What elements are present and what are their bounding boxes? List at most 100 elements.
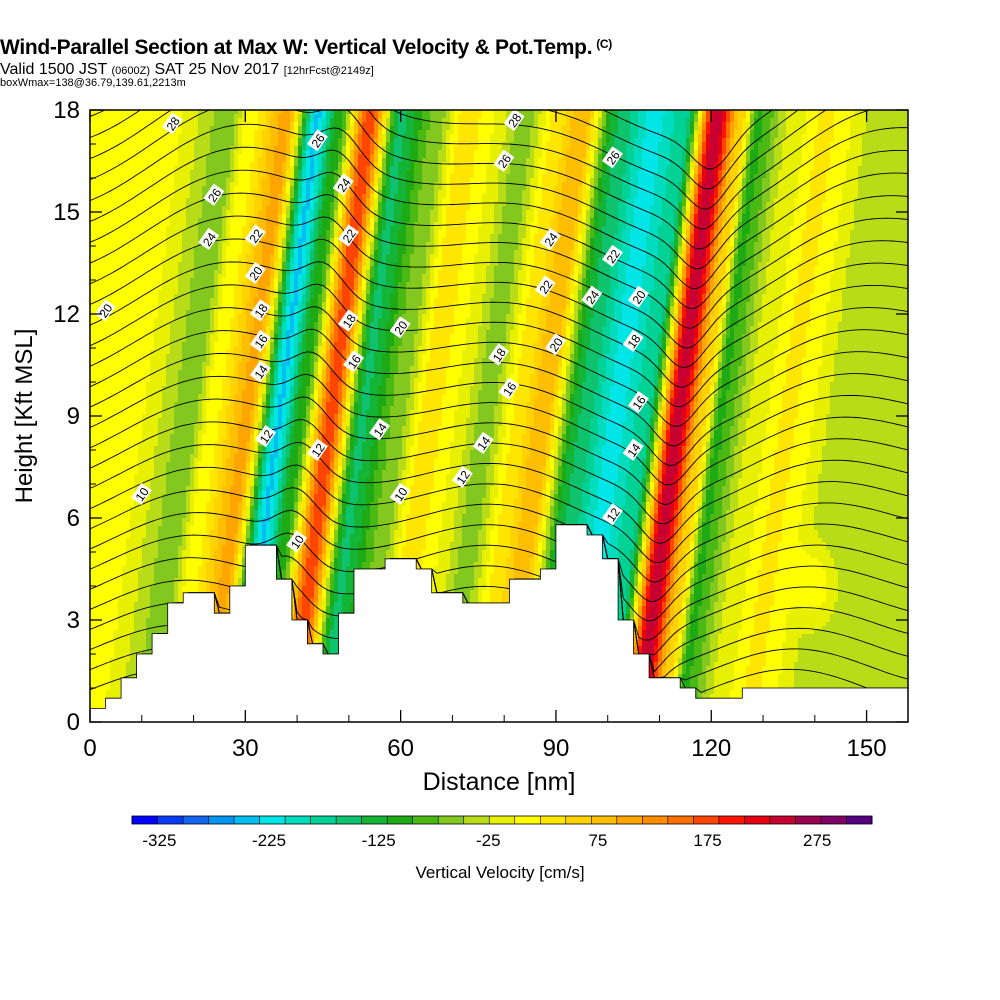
velocity-cell	[894, 122, 899, 127]
velocity-cell	[402, 118, 407, 123]
velocity-cell	[178, 194, 183, 199]
velocity-cell	[358, 130, 363, 135]
velocity-cell	[670, 134, 675, 139]
velocity-cell	[398, 146, 403, 151]
velocity-cell	[622, 170, 627, 175]
velocity-cell	[106, 142, 111, 147]
velocity-cell	[806, 170, 811, 175]
velocity-cell	[526, 154, 531, 159]
velocity-cell	[582, 174, 587, 179]
velocity-cell	[894, 134, 899, 139]
velocity-cell	[682, 142, 687, 147]
velocity-cell	[190, 198, 195, 203]
velocity-cell	[158, 206, 163, 211]
velocity-cell	[614, 170, 619, 175]
velocity-cell	[518, 194, 523, 199]
velocity-cell	[398, 126, 403, 131]
velocity-cell	[462, 122, 467, 127]
velocity-cell	[770, 138, 775, 143]
velocity-cell	[138, 114, 143, 119]
velocity-cell	[682, 186, 687, 191]
velocity-cell	[842, 174, 847, 179]
velocity-cell	[242, 158, 247, 163]
velocity-cell	[386, 190, 391, 195]
velocity-cell	[262, 142, 267, 147]
velocity-cell	[482, 150, 487, 155]
velocity-cell	[126, 154, 131, 159]
velocity-cell	[150, 114, 155, 119]
velocity-cell	[578, 122, 583, 127]
velocity-cell	[298, 122, 303, 127]
velocity-cell	[302, 166, 307, 171]
velocity-cell	[838, 146, 843, 151]
velocity-cell	[130, 118, 135, 123]
velocity-cell	[574, 154, 579, 159]
velocity-cell	[318, 190, 323, 195]
velocity-cell	[154, 114, 159, 119]
velocity-cell	[346, 126, 351, 131]
velocity-cell	[278, 166, 283, 171]
velocity-cell	[866, 190, 871, 195]
velocity-cell	[278, 202, 283, 207]
velocity-cell	[742, 162, 747, 167]
velocity-cell	[610, 202, 615, 207]
velocity-cell	[158, 122, 163, 127]
velocity-cell	[586, 178, 591, 183]
velocity-cell	[390, 122, 395, 127]
velocity-cell	[690, 142, 695, 147]
velocity-cell	[238, 114, 243, 119]
velocity-cell	[802, 134, 807, 139]
velocity-cell	[902, 142, 907, 147]
velocity-cell	[462, 130, 467, 135]
velocity-cell	[226, 166, 231, 171]
velocity-cell	[486, 150, 491, 155]
velocity-cell	[558, 182, 563, 187]
velocity-cell	[334, 114, 339, 119]
velocity-cell	[890, 182, 895, 187]
velocity-cell	[94, 122, 99, 127]
velocity-cell	[594, 130, 599, 135]
velocity-cell	[410, 150, 415, 155]
velocity-cell	[170, 202, 175, 207]
velocity-cell	[134, 162, 139, 167]
velocity-cell	[118, 174, 123, 179]
velocity-cell	[702, 158, 707, 163]
velocity-cell	[190, 194, 195, 199]
velocity-cell	[654, 114, 659, 119]
velocity-cell	[674, 166, 679, 171]
velocity-cell	[194, 118, 199, 123]
velocity-cell	[438, 114, 443, 119]
velocity-cell	[562, 162, 567, 167]
velocity-cell	[114, 154, 119, 159]
velocity-cell	[550, 198, 555, 203]
velocity-cell	[726, 130, 731, 135]
velocity-cell	[110, 138, 115, 143]
velocity-cell	[874, 186, 879, 191]
velocity-cell	[462, 174, 467, 179]
velocity-cell	[722, 182, 727, 187]
velocity-cell	[658, 158, 663, 163]
velocity-cell	[550, 122, 555, 127]
velocity-cell	[586, 134, 591, 139]
velocity-cell	[354, 130, 359, 135]
velocity-cell	[446, 186, 451, 191]
velocity-cell	[838, 134, 843, 139]
velocity-cell	[178, 158, 183, 163]
velocity-cell	[782, 150, 787, 155]
velocity-cell	[694, 170, 699, 175]
velocity-cell	[362, 118, 367, 123]
velocity-cell	[246, 198, 251, 203]
velocity-cell	[474, 150, 479, 155]
velocity-cell	[210, 146, 215, 151]
velocity-cell	[514, 166, 519, 171]
velocity-cell	[274, 170, 279, 175]
velocity-cell	[870, 166, 875, 171]
velocity-cell	[302, 186, 307, 191]
velocity-cell	[102, 118, 107, 123]
velocity-cell	[206, 118, 211, 123]
velocity-cell	[642, 154, 647, 159]
velocity-cell	[698, 126, 703, 131]
velocity-cell	[710, 174, 715, 179]
velocity-cell	[714, 114, 719, 119]
velocity-cell	[494, 138, 499, 143]
